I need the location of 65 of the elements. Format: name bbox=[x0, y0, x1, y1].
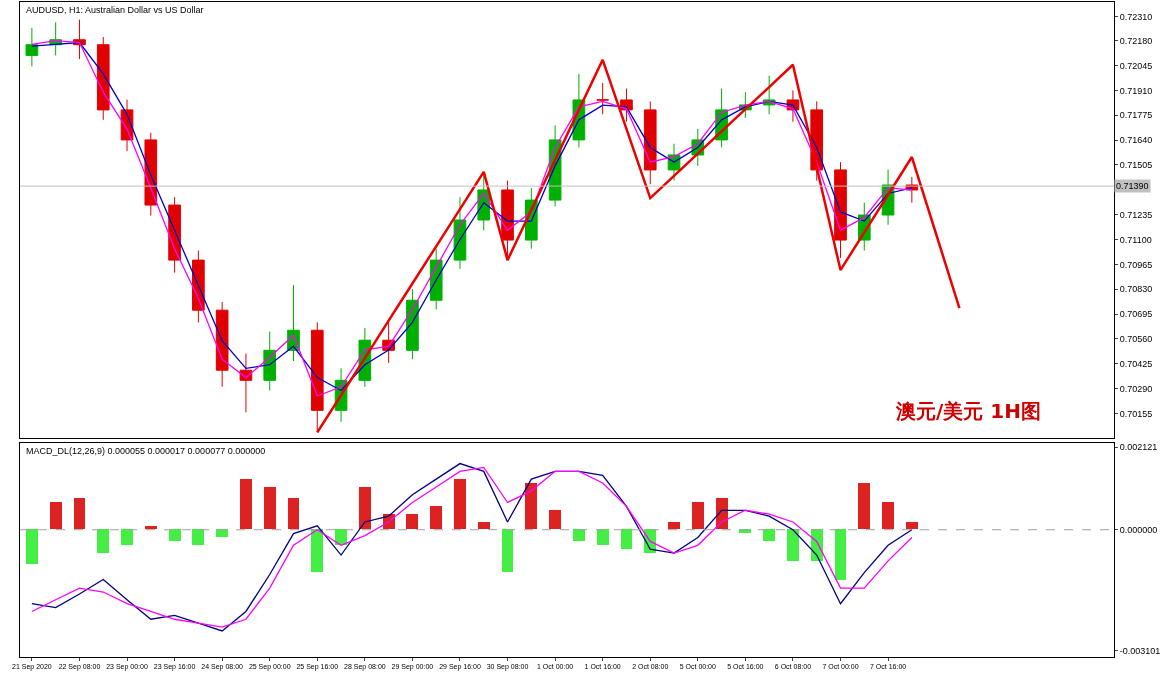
bar bbox=[597, 529, 609, 546]
y-tick-label: 0.70695 bbox=[1119, 309, 1153, 320]
y-tick-label: 0.70290 bbox=[1119, 383, 1153, 394]
y-tick-label: 0.72180 bbox=[1119, 35, 1153, 46]
bar bbox=[406, 514, 418, 530]
bar bbox=[573, 529, 585, 542]
bar bbox=[454, 479, 466, 530]
bar bbox=[97, 529, 109, 554]
y-tick-label: 0.70155 bbox=[1119, 408, 1153, 419]
bar bbox=[621, 529, 632, 550]
bar bbox=[74, 498, 85, 530]
bar bbox=[26, 529, 38, 565]
y-tick-label: 0.70830 bbox=[1119, 284, 1153, 295]
bar bbox=[502, 529, 513, 573]
bar bbox=[692, 502, 704, 530]
y-tick-label: 0.71640 bbox=[1119, 135, 1153, 146]
y-tick-label: 0.72310 bbox=[1119, 11, 1153, 22]
annotation: 澳元/美元 1H图 bbox=[895, 399, 1041, 423]
bar bbox=[835, 529, 846, 581]
bar bbox=[240, 479, 252, 530]
y-tick-label: 0.71235 bbox=[1119, 209, 1153, 220]
bar bbox=[882, 502, 894, 530]
bar bbox=[906, 522, 918, 530]
y-tick-label: -0.003101 bbox=[1119, 645, 1161, 656]
bar bbox=[335, 529, 347, 546]
candlestick bbox=[96, 36, 110, 121]
bar bbox=[787, 529, 799, 562]
bar bbox=[525, 483, 537, 530]
y-tick-label: 0.71775 bbox=[1119, 110, 1153, 121]
candlestick bbox=[25, 27, 39, 67]
bar bbox=[192, 529, 204, 546]
candlestick bbox=[310, 321, 324, 433]
bar bbox=[169, 529, 181, 542]
y-tick-label: 0.71505 bbox=[1119, 160, 1153, 171]
candlestick bbox=[596, 82, 609, 115]
candlestick bbox=[263, 331, 277, 391]
bar bbox=[145, 526, 157, 530]
bar bbox=[216, 529, 228, 538]
y-tick-label: 0.000000 bbox=[1119, 524, 1158, 535]
chart-title: MACD_DL(12,26,9) 0.000055 0.000017 0.000077 0.000000 bbox=[26, 446, 266, 456]
chart-title: AUDUSD, H1: Australian Dollar vs US Dollar bbox=[26, 5, 204, 15]
bar bbox=[858, 483, 870, 530]
bar bbox=[668, 522, 680, 530]
bar bbox=[549, 510, 561, 530]
y-tick-label: 0.002121 bbox=[1119, 442, 1158, 453]
y-tick-label: 0.71910 bbox=[1119, 85, 1153, 96]
bar bbox=[359, 487, 371, 530]
bar bbox=[50, 502, 62, 530]
bar bbox=[288, 498, 299, 530]
y-tick-label: 0.70965 bbox=[1119, 259, 1153, 270]
bar bbox=[478, 522, 490, 530]
bar bbox=[311, 529, 323, 573]
candlestick bbox=[215, 301, 229, 388]
bar bbox=[264, 487, 276, 530]
y-tick-label: 0.71100 bbox=[1119, 234, 1152, 245]
y-tick-label: 0.70560 bbox=[1119, 334, 1153, 345]
candlestick bbox=[643, 100, 657, 185]
candlestick bbox=[834, 161, 847, 259]
bar bbox=[763, 529, 775, 542]
candlestick bbox=[406, 288, 419, 360]
ref-line-label: 0.71390 bbox=[1116, 181, 1149, 191]
bar bbox=[121, 529, 133, 546]
y-tick-label: 0.72045 bbox=[1119, 60, 1153, 71]
bar bbox=[430, 506, 442, 530]
y-tick-label: 0.70425 bbox=[1119, 358, 1153, 369]
